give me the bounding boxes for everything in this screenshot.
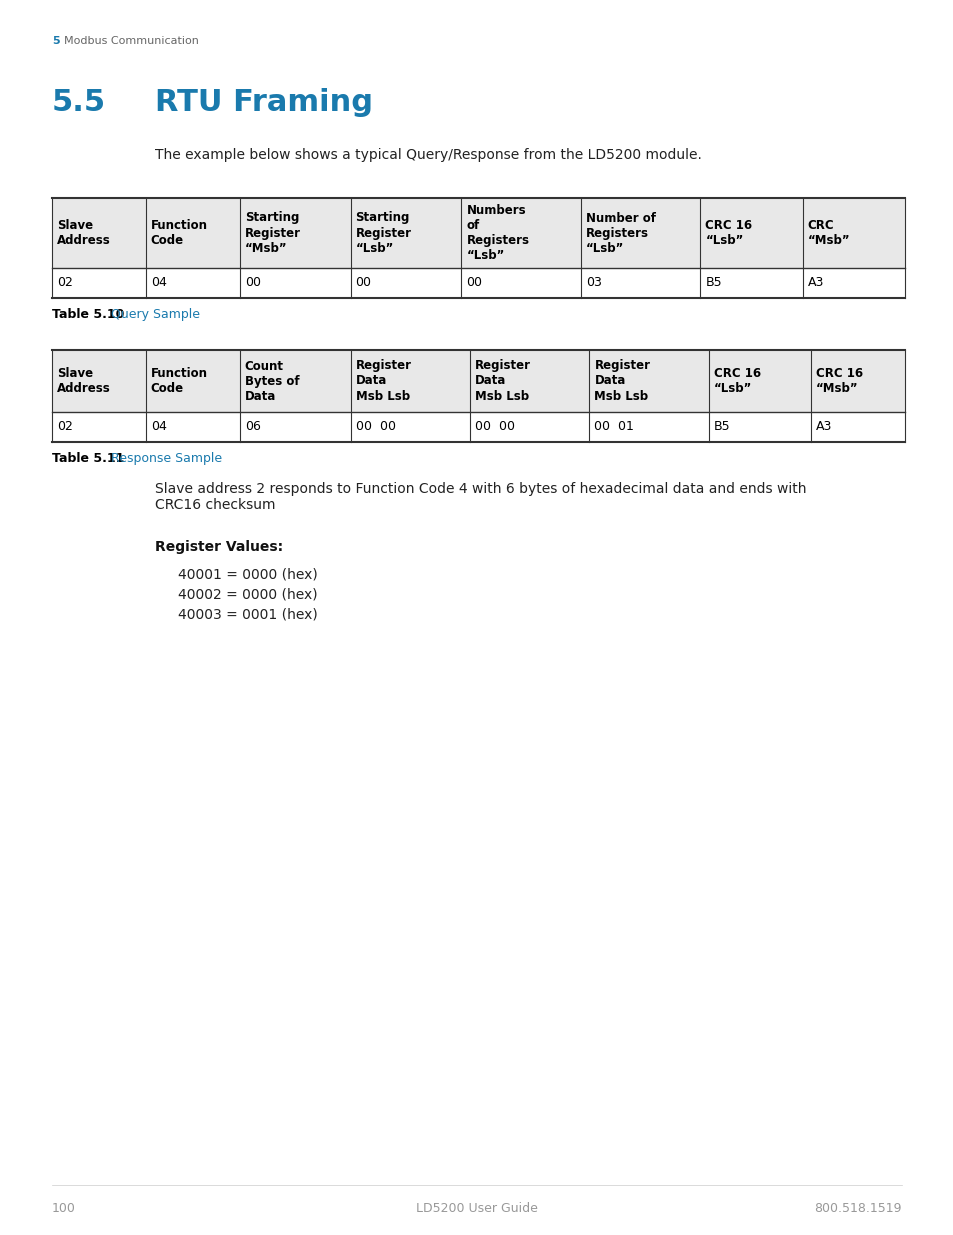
Text: Register Values:: Register Values: (154, 540, 283, 555)
Text: Modbus Communication: Modbus Communication (64, 36, 198, 46)
Text: Register
Data
Msb Lsb: Register Data Msb Lsb (475, 359, 531, 403)
Bar (52, 198, 904, 268)
Text: Starting
Register
“Msb”: Starting Register “Msb” (244, 211, 300, 254)
Text: 04: 04 (151, 420, 167, 433)
Text: A3: A3 (807, 277, 823, 289)
Text: 5: 5 (52, 36, 59, 46)
Text: A3: A3 (816, 420, 832, 433)
Text: Register
Data
Msb Lsb: Register Data Msb Lsb (355, 359, 411, 403)
Text: 03: 03 (585, 277, 601, 289)
Text: CRC 16
“Lsb”: CRC 16 “Lsb” (704, 219, 752, 247)
Text: 02: 02 (57, 420, 72, 433)
Bar (52, 350, 904, 412)
Text: Register
Data
Msb Lsb: Register Data Msb Lsb (594, 359, 650, 403)
Text: 40003 = 0001 (hex): 40003 = 0001 (hex) (178, 608, 317, 622)
Text: Query Sample: Query Sample (111, 308, 200, 321)
Text: The example below shows a typical Query/Response from the LD5200 module.: The example below shows a typical Query/… (154, 148, 701, 162)
Text: Slave
Address: Slave Address (57, 219, 111, 247)
Text: CRC 16
“Msb”: CRC 16 “Msb” (816, 367, 862, 395)
Text: Slave
Address: Slave Address (57, 367, 111, 395)
Text: 00: 00 (244, 277, 260, 289)
Text: Slave address 2 responds to Function Code 4 with 6 bytes of hexadecimal data and: Slave address 2 responds to Function Cod… (154, 482, 805, 513)
Text: 40001 = 0000 (hex): 40001 = 0000 (hex) (178, 568, 317, 582)
Text: CRC
“Msb”: CRC “Msb” (807, 219, 849, 247)
Text: B5: B5 (704, 277, 721, 289)
Text: 5.5: 5.5 (52, 88, 106, 117)
Text: RTU Framing: RTU Framing (154, 88, 373, 117)
Text: Function
Code: Function Code (151, 219, 208, 247)
Text: 800.518.1519: 800.518.1519 (814, 1202, 901, 1215)
Text: Count
Bytes of
Data: Count Bytes of Data (244, 359, 299, 403)
Text: 00  00: 00 00 (475, 420, 515, 433)
Text: 00: 00 (355, 277, 371, 289)
Text: 04: 04 (151, 277, 167, 289)
Text: B5: B5 (713, 420, 730, 433)
Text: 00  01: 00 01 (594, 420, 634, 433)
Text: Starting
Register
“Lsb”: Starting Register “Lsb” (355, 211, 411, 254)
Text: Numbers
of
Registers
“Lsb”: Numbers of Registers “Lsb” (466, 204, 529, 262)
Text: Table 5.10: Table 5.10 (52, 308, 124, 321)
Text: 02: 02 (57, 277, 72, 289)
Text: Number of
Registers
“Lsb”: Number of Registers “Lsb” (585, 211, 655, 254)
Text: CRC 16
“Lsb”: CRC 16 “Lsb” (713, 367, 760, 395)
Text: Function
Code: Function Code (151, 367, 208, 395)
Text: 100: 100 (52, 1202, 76, 1215)
Text: LD5200 User Guide: LD5200 User Guide (416, 1202, 537, 1215)
Text: 00: 00 (466, 277, 482, 289)
Text: 00  00: 00 00 (355, 420, 395, 433)
Text: Table 5.11: Table 5.11 (52, 452, 124, 466)
Text: 40002 = 0000 (hex): 40002 = 0000 (hex) (178, 588, 317, 601)
Text: 06: 06 (244, 420, 260, 433)
Text: Response Sample: Response Sample (111, 452, 222, 466)
